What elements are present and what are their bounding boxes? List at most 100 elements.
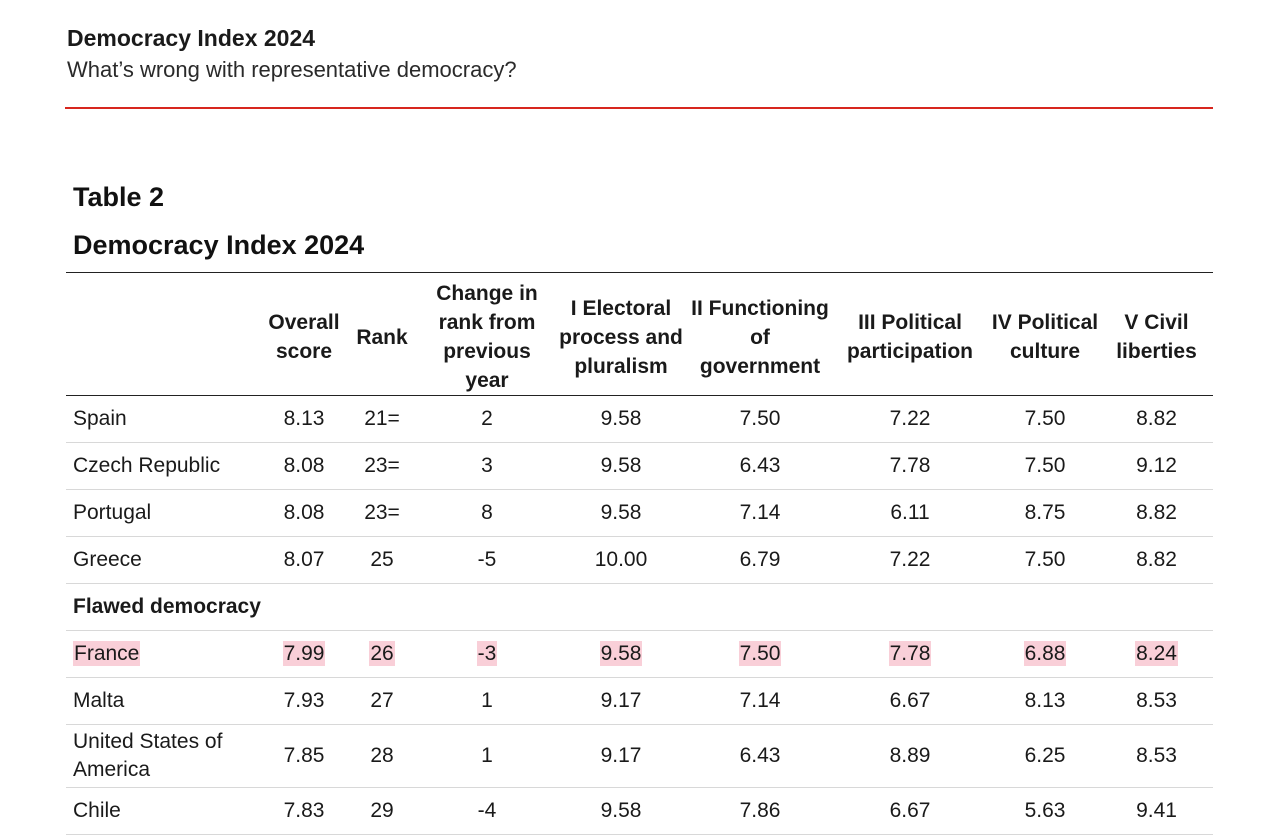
value-cell: 10.00 (552, 536, 690, 584)
value-cell: 1 (422, 677, 552, 725)
country-name: France (73, 641, 141, 666)
document-title: Democracy Index 2024 (67, 25, 316, 51)
country-cell: Malta (66, 677, 266, 725)
value-cell: 8.13 (990, 677, 1100, 725)
column-header (66, 273, 266, 396)
table-row: France 7.99 26 -3 9.58 7.50 7.78 6.88 8.24 (66, 630, 1213, 678)
cell-value: 8.07 (283, 548, 325, 571)
value-cell: 6.67 (830, 787, 990, 835)
value-cell: -5 (422, 536, 552, 584)
cell-value: 7.99 (282, 641, 326, 666)
cell-value: 8.89 (889, 744, 931, 767)
cell-value: 7.14 (739, 689, 781, 712)
cell-value: 8.75 (1024, 501, 1066, 524)
cell-value: 7.50 (1024, 548, 1066, 571)
value-cell: 9.58 (552, 787, 690, 835)
table-top-rule (66, 272, 1213, 273)
cell-value: 5.63 (1024, 799, 1066, 822)
cell-value: 9.17 (600, 689, 642, 712)
cell-value: 8.53 (1136, 689, 1177, 712)
cell-value: 9.41 (1136, 799, 1177, 822)
table-row: Malta 7.93 27 1 9.17 7.14 6.67 8.13 8.53 (66, 677, 1213, 725)
country-cell: Greece (66, 536, 266, 584)
document-header: Democracy Index 2024 What’s wrong with r… (67, 22, 1213, 86)
value-cell: 6.67 (830, 677, 990, 725)
cell-value: -3 (476, 641, 498, 666)
value-cell: 25 (342, 536, 422, 584)
value-cell: 7.78 (830, 442, 990, 490)
cell-value: 7.50 (738, 641, 782, 666)
table-label: Table 2 (73, 182, 165, 212)
value-cell: 6.88 (990, 630, 1100, 678)
value-cell: 9.17 (552, 724, 690, 788)
value-cell: 8.24 (1100, 630, 1213, 678)
table-section: Table 2 Democracy Index 2024 Overall sco… (66, 178, 1213, 835)
cell-value: 8 (481, 501, 493, 524)
cell-value: 7.83 (283, 799, 325, 822)
table-row: Portugal 8.08 23= 8 9.58 7.14 6.11 8.75 8.82 (66, 489, 1213, 537)
cell-value: 3 (481, 454, 493, 477)
country-name: Czech Republic (73, 454, 221, 477)
value-cell: 8.82 (1100, 489, 1213, 537)
cell-value: 8.08 (283, 454, 325, 477)
column-header: V Civil liberties (1100, 273, 1213, 396)
value-cell: 9.41 (1100, 787, 1213, 835)
cell-value: 7.50 (739, 407, 781, 430)
country-cell: Portugal (66, 489, 266, 537)
cell-value: 9.12 (1136, 454, 1177, 477)
column-header: I Electoral process and pluralism (552, 273, 690, 396)
value-cell: 9.58 (552, 489, 690, 537)
table-body: Spain 8.13 21= 2 9.58 7.50 7.22 7.50 8.82 Czech R… (66, 395, 1213, 835)
value-cell: 2 (422, 395, 552, 443)
cell-value: -5 (477, 548, 497, 571)
value-cell: 7.85 (266, 724, 342, 788)
column-header: Change in rank from previous year (422, 273, 552, 396)
cell-value: 29 (370, 799, 394, 822)
value-cell: 7.14 (690, 489, 830, 537)
democracy-table: Overall score Rank Change in rank from p… (66, 273, 1213, 835)
value-cell: 8.13 (266, 395, 342, 443)
country-cell: United States of America (66, 724, 266, 788)
value-cell: 7.50 (990, 442, 1100, 490)
value-cell: 8.82 (1100, 536, 1213, 584)
cell-value: 21= (364, 407, 400, 430)
column-header: IV Political culture (990, 273, 1100, 396)
country-cell: France (66, 630, 266, 678)
country-cell: Spain (66, 395, 266, 443)
cell-value: 1 (481, 744, 493, 767)
country-cell: Czech Republic (66, 442, 266, 490)
cell-value: 9.58 (600, 407, 642, 430)
value-cell: 23= (342, 442, 422, 490)
cell-value: 7.93 (283, 689, 325, 712)
cell-value: 26 (369, 641, 395, 666)
value-cell: 6.79 (690, 536, 830, 584)
section-label: Flawed democracy (66, 583, 1213, 631)
value-cell: 8.07 (266, 536, 342, 584)
cell-value: 8.82 (1136, 501, 1177, 524)
value-cell: 8.89 (830, 724, 990, 788)
cell-value: -4 (477, 799, 497, 822)
cell-value: 7.85 (283, 744, 325, 767)
country-name: Malta (73, 689, 125, 712)
cell-value: 8.24 (1135, 641, 1178, 666)
cell-value: 8.53 (1136, 744, 1177, 767)
country-name: United States of America (73, 730, 223, 781)
cell-value: 10.00 (594, 548, 648, 571)
cell-value: 6.11 (890, 501, 930, 524)
cell-value: 8.08 (283, 501, 325, 524)
cell-value: 2 (481, 407, 493, 430)
value-cell: 8.75 (990, 489, 1100, 537)
country-name: Portugal (73, 501, 152, 524)
header-divider (65, 107, 1213, 109)
value-cell: 29 (342, 787, 422, 835)
value-cell: 7.50 (990, 536, 1100, 584)
cell-value: 6.67 (889, 799, 931, 822)
cell-value: 27 (370, 689, 394, 712)
value-cell: 8.08 (266, 489, 342, 537)
value-cell: 21= (342, 395, 422, 443)
cell-value: 6.67 (889, 689, 931, 712)
value-cell: 7.50 (990, 395, 1100, 443)
value-cell: -3 (422, 630, 552, 678)
table-header-row: Overall score Rank Change in rank from p… (66, 273, 1213, 396)
table-row: Spain 8.13 21= 2 9.58 7.50 7.22 7.50 8.82 (66, 395, 1213, 443)
